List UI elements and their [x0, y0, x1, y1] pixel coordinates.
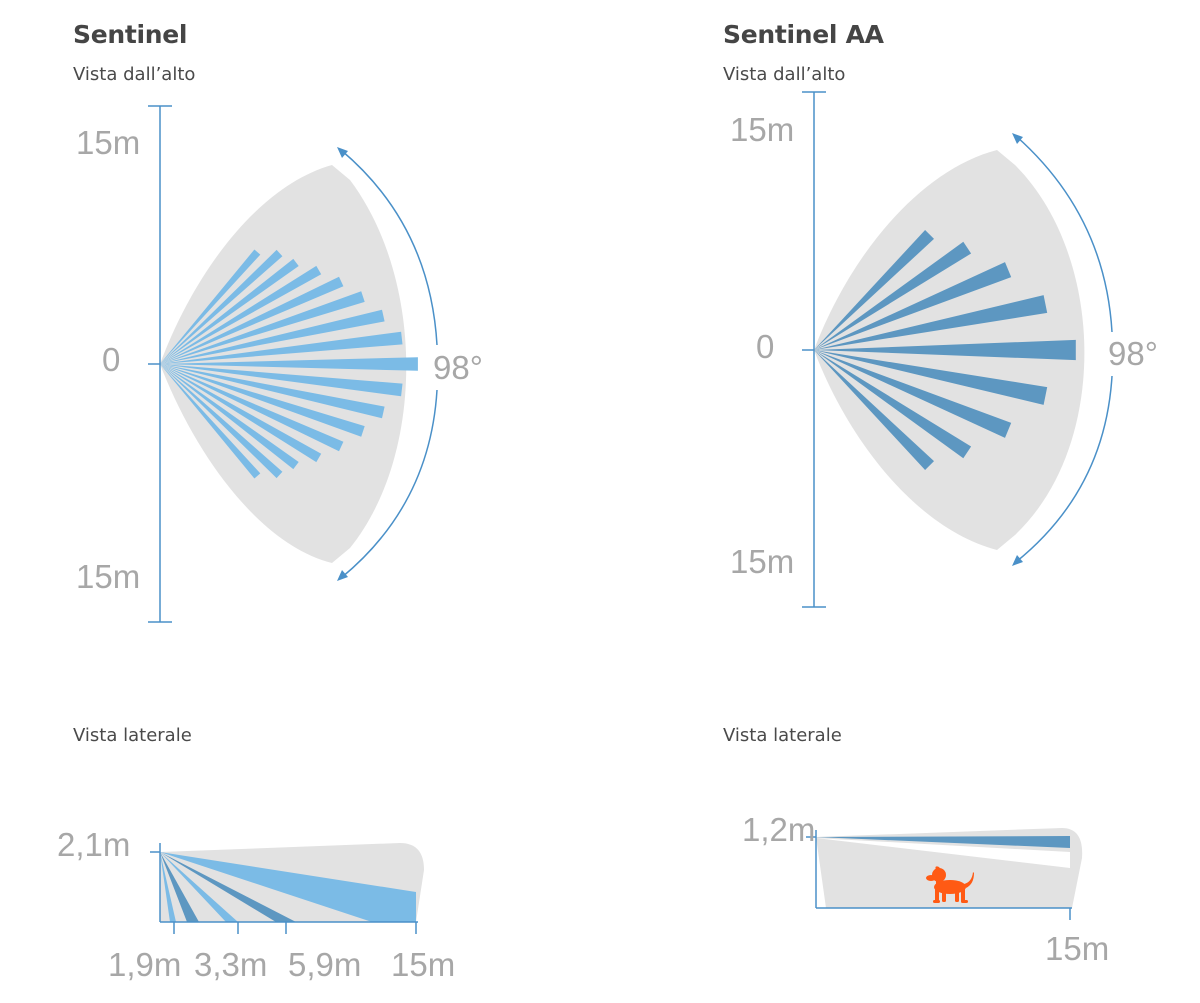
sentinel-aa-top-y-label: 15m: [730, 111, 795, 148]
sentinel-beam: [160, 276, 344, 364]
sentinel-aa-beam: [814, 339, 1076, 361]
sentinel-beam: [160, 249, 283, 364]
sentinel-beam: [160, 357, 418, 371]
sentinel-beam: [160, 364, 385, 419]
sentinel-aa-bottom-y-label: 15m: [730, 543, 795, 580]
sentinel-beam: [160, 309, 385, 364]
sentinel-aa-side-zone: [816, 828, 1083, 908]
sentinel-title: Sentinel: [73, 20, 188, 49]
sentinel-tick-3-3m: 3,3m: [194, 946, 268, 983]
sentinel-beam: [160, 364, 283, 479]
sentinel-aa-angle-arc-lower: [1015, 375, 1113, 563]
sentinel-aa-detection-beams: [814, 230, 1076, 470]
sentinel-aa-beam: [814, 230, 934, 350]
sentinel-beam: [160, 291, 365, 364]
sentinel-side-beam-3-3m: [160, 852, 238, 922]
sentinel-arrowhead-bottom: [337, 570, 348, 581]
sentinel-beam: [160, 364, 344, 452]
sentinel-aa-side-view-label: Vista laterale: [723, 725, 842, 746]
sentinel-beam: [160, 364, 299, 470]
sentinel-aa-title: Sentinel AA: [723, 20, 884, 49]
sentinel-aa-top-view-label: Vista dall’alto: [723, 64, 846, 85]
sentinel-tick-15m: 15m: [391, 946, 456, 983]
sentinel-aa-side-beam: [816, 836, 1070, 848]
sentinel-aa-angle-arc-upper: [1015, 135, 1113, 333]
sentinel-side-beam-15m: [160, 852, 416, 922]
sentinel-tick-5-9m: 5,9m: [288, 946, 362, 983]
sentinel-angle-arc-upper: [340, 149, 438, 346]
sentinel-aa-arrowhead-bottom: [1012, 555, 1023, 566]
sentinel-aa-beam: [814, 262, 1012, 350]
sentinel-arrowhead-top: [337, 147, 348, 158]
sentinel-detection-beams: [160, 249, 418, 479]
sentinel-side-view-label: Vista laterale: [73, 725, 192, 746]
sentinel-top-view-label: Vista dall’alto: [73, 64, 196, 85]
sentinel-aa-beam: [814, 350, 934, 470]
sentinel-beam: [160, 364, 261, 479]
sentinel-side-beam-5-9m: [160, 852, 296, 922]
sentinel-beam: [160, 364, 322, 463]
sentinel-angle-label: 98°: [433, 349, 483, 386]
sentinel-angle-arc-lower: [340, 389, 438, 579]
sentinel-mid-y-label: 0: [102, 341, 121, 378]
sentinel-side-beam-1-9m: [160, 852, 199, 922]
sentinel-bottom-y-label: 15m: [76, 558, 141, 595]
sentinel-beam: [160, 364, 403, 397]
sentinel-aa-distance-label: 15m: [1045, 930, 1110, 967]
sentinel-aa-arrowhead-top: [1012, 133, 1023, 144]
sentinel-aa-beam: [814, 350, 1012, 438]
sentinel-aa-beam: [814, 241, 972, 350]
sentinel-height-label: 2,1m: [57, 826, 131, 863]
sentinel-beam: [160, 249, 261, 364]
sentinel-aa-beam: [814, 350, 1048, 405]
dog-icon: [926, 866, 974, 903]
sentinel-aa-angle-label: 98°: [1108, 335, 1158, 372]
sentinel-beam: [160, 265, 322, 364]
sentinel-beam: [160, 364, 365, 437]
sentinel-aa-beam: [814, 295, 1048, 350]
sentinel-tick-1-9m: 1,9m: [108, 946, 182, 983]
sentinel-aa-height-label: 1,2m: [742, 811, 816, 848]
sentinel-top-y-label: 15m: [76, 124, 141, 161]
sentinel-aa-side-white-gap: [816, 838, 1070, 868]
sentinel-beam: [160, 258, 299, 364]
sentinel-aa-mid-y-label: 0: [756, 328, 775, 365]
sentinel-aa-beam: [814, 350, 972, 459]
sentinel-beam: [160, 331, 403, 364]
